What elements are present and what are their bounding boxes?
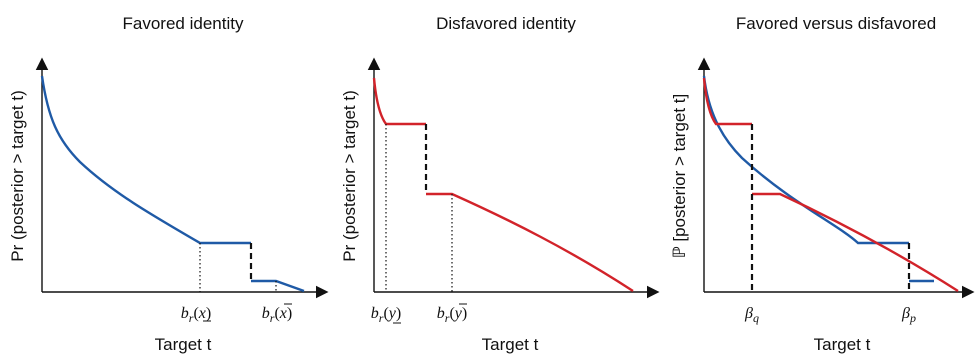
tick-label-br-underline-x: br(x) (181, 305, 211, 325)
tick-label-br-overline-y: br(y) (437, 303, 467, 325)
svg-text:br(y): br(y) (371, 305, 401, 325)
svg-text:br(x): br(x) (262, 305, 292, 325)
panel-favored: Favored identity Pr (posterior > target … (8, 14, 329, 354)
x-axis-label: Target t (482, 335, 539, 354)
favored-curve-lower-step (251, 279, 305, 293)
panel-title: Favored identity (123, 14, 244, 33)
favored-probability-curve (702, 75, 909, 245)
y-axis-label: Pr (posterior > target t) (8, 90, 27, 261)
x-axis-label: Target t (155, 335, 212, 354)
panel-comparison: Favored versus disfavored ℙ [posterior >… (670, 14, 975, 354)
disfavored-probability-curve-upper (372, 77, 426, 126)
disfavored-probability-curve-upper (702, 77, 752, 126)
favored-probability-curve (40, 75, 251, 245)
panel-title: Disfavored identity (436, 14, 576, 33)
y-axis-label: Pr (posterior > target t) (340, 90, 359, 261)
tick-label-br-overline-x: br(x) (262, 303, 292, 325)
panel-disfavored: Disfavored identity Pr (posterior > targ… (340, 14, 660, 354)
tick-label-beta-q: βq (744, 305, 759, 325)
disfavored-probability-curve-lower (426, 192, 634, 293)
tick-label-br-underline-y: br(y) (371, 305, 401, 325)
x-axis-label: Target t (814, 335, 871, 354)
panel-title: Favored versus disfavored (736, 14, 936, 33)
tick-label-beta-p: βp (901, 305, 916, 325)
svg-text:br(y): br(y) (437, 305, 467, 325)
disfavored-probability-curve-lower (752, 192, 959, 293)
svg-text:br(x): br(x) (181, 305, 211, 325)
y-axis-label: ℙ [posterior > target t] (670, 94, 689, 259)
